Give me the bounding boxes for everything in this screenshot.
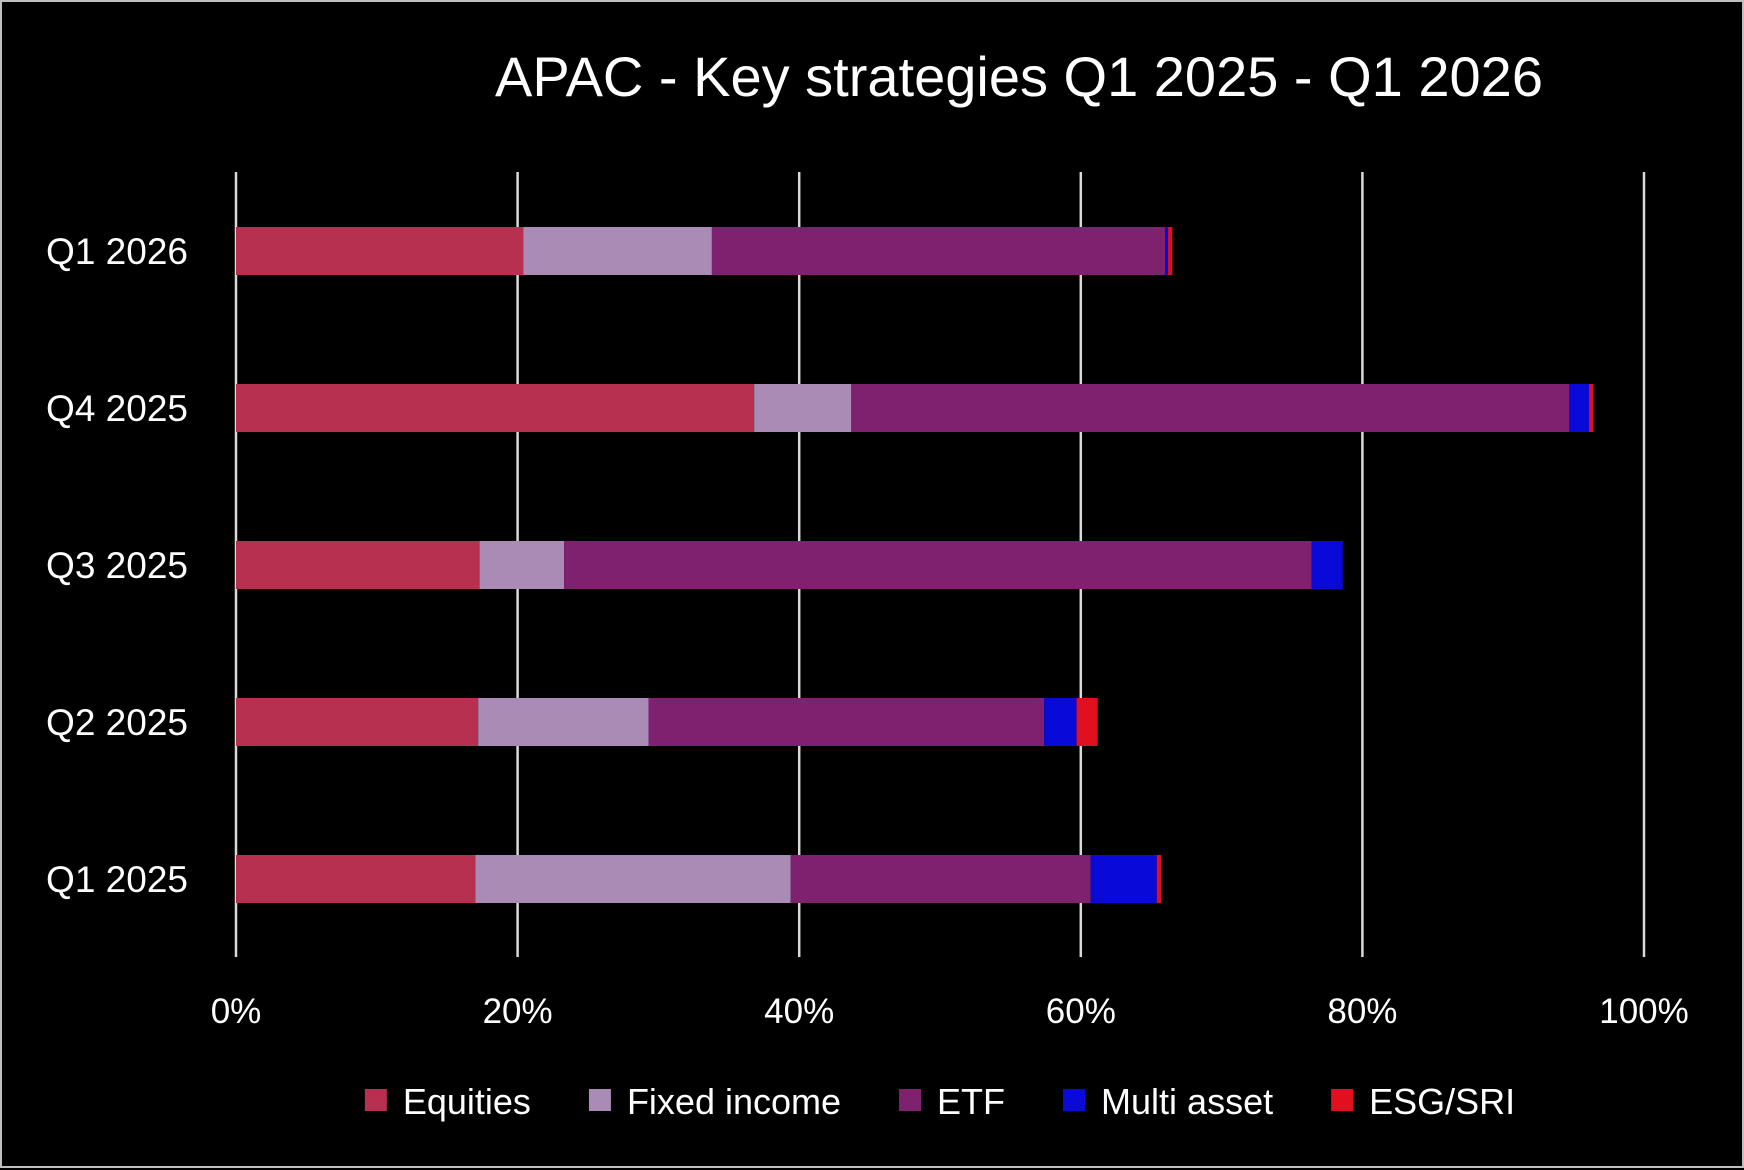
bar-segment-equities — [236, 384, 755, 432]
legend-swatch-esg-sri — [1331, 1089, 1354, 1111]
bar-segment-esg-sri — [1156, 855, 1162, 903]
category-axis-labels: Q1 2026 Q4 2025 Q3 2025 Q2 2025 Q1 2025 — [46, 231, 188, 900]
bar-segment-multi-asset — [1569, 384, 1590, 432]
bar-segment-fixed-income — [754, 384, 852, 432]
tick-label-0: 0% — [211, 992, 262, 1031]
bar-segment-equities — [236, 227, 524, 275]
bars — [236, 227, 1594, 903]
legend-swatch-equities — [364, 1089, 387, 1111]
tick-label-60: 60% — [1046, 992, 1116, 1031]
bar-segment-fixed-income — [523, 227, 712, 275]
legend-swatch-etf — [899, 1089, 922, 1111]
bar-segment-etf — [648, 698, 1045, 746]
bar-segment-equities — [236, 541, 480, 589]
bar-segment-etf — [711, 227, 1166, 275]
legend-label-esg-sri: ESG/SRI — [1369, 1081, 1515, 1122]
bar-segment-multi-asset — [1090, 855, 1157, 903]
bar-segment-fixed-income — [478, 698, 649, 746]
legend-swatch-multi-asset — [1063, 1089, 1086, 1111]
legend-label-multi-asset: Multi asset — [1101, 1081, 1273, 1122]
tick-label-100: 100% — [1599, 992, 1689, 1031]
legend-label-etf: ETF — [937, 1081, 1005, 1122]
bar-segment-fixed-income — [475, 855, 791, 903]
bar-segment-equities — [236, 698, 479, 746]
bar-segment-equities — [236, 855, 476, 903]
bar-segment-multi-asset — [1165, 227, 1169, 275]
tick-label-80: 80% — [1327, 992, 1397, 1031]
category-label: Q4 2025 — [46, 388, 188, 429]
chart-title: APAC - Key strategies Q1 2025 - Q1 2026 — [495, 45, 1543, 108]
category-label: Q1 2026 — [46, 231, 188, 272]
category-label: Q2 2025 — [46, 702, 188, 743]
tick-label-40: 40% — [764, 992, 834, 1031]
legend-label-fixed-income: Fixed income — [627, 1081, 841, 1122]
bar-segment-esg-sri — [1168, 227, 1173, 275]
bar-segment-etf — [564, 541, 1312, 589]
value-axis-labels: 0% 20% 40% 60% 80% 100% — [211, 992, 1689, 1031]
tick-label-20: 20% — [483, 992, 553, 1031]
bar-segment-etf — [851, 384, 1570, 432]
legend-label-equities: Equities — [403, 1081, 531, 1122]
bar-segment-multi-asset — [1044, 698, 1077, 746]
category-label: Q1 2025 — [46, 859, 188, 900]
bar-segment-etf — [790, 855, 1091, 903]
bar-segment-esg-sri — [1589, 384, 1594, 432]
legend: Equities Fixed income ETF Multi asset ESG/SR… — [364, 1081, 1515, 1122]
bar-segment-esg-sri — [1076, 698, 1098, 746]
category-label: Q3 2025 — [46, 545, 188, 586]
bar-segment-fixed-income — [479, 541, 565, 589]
legend-swatch-fixed-income — [588, 1089, 611, 1111]
bar-segment-multi-asset — [1311, 541, 1343, 589]
